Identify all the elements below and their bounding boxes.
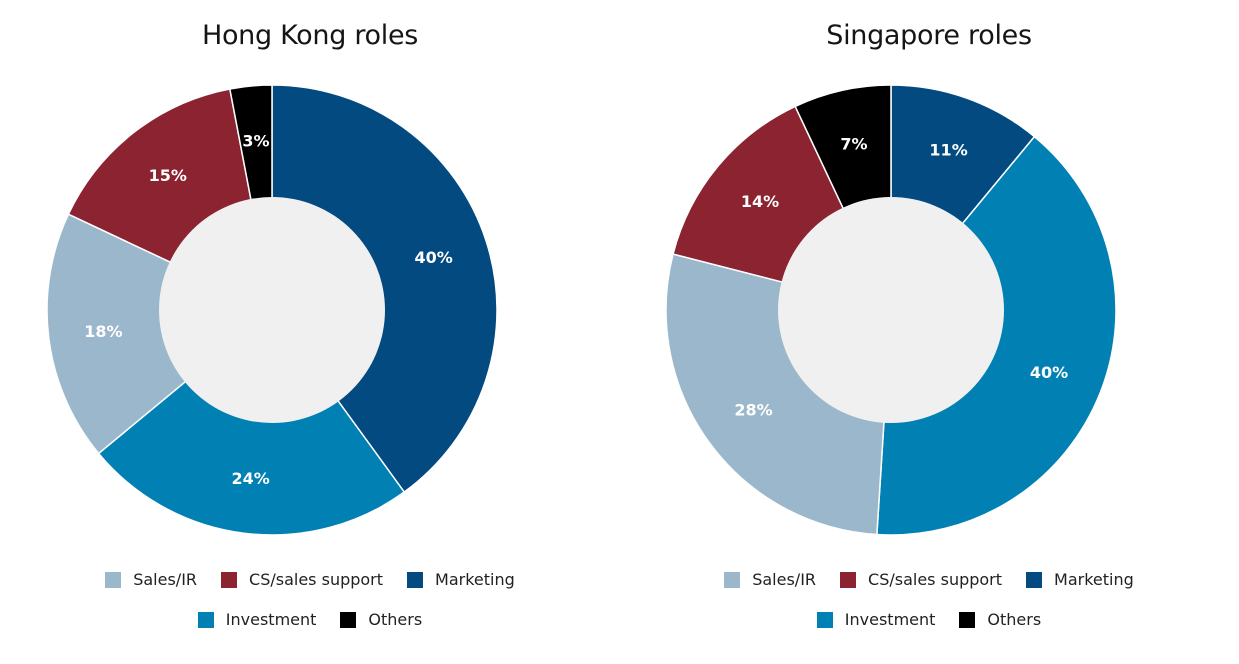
legend-label: Others — [987, 610, 1042, 629]
legend-item-sales-ir: Sales/IR — [105, 570, 197, 589]
legend-item-marketing: Marketing — [1026, 570, 1134, 589]
slice-marketing — [271, 84, 498, 494]
legend-row-1: Sales/IR CS/sales support Marketing — [0, 570, 620, 589]
slice-label-marketing: 11% — [929, 141, 967, 160]
legend-label: Sales/IR — [133, 570, 198, 589]
slice-label-others: 3% — [242, 131, 269, 150]
legend-item-others: Others — [959, 610, 1041, 629]
slice-label-cs-sales-support: 14% — [741, 192, 779, 211]
legend-swatch — [105, 571, 122, 588]
legend-item-cs-sales-support: CS/sales support — [840, 570, 1002, 589]
legend-swatch — [221, 571, 238, 588]
legend-swatch — [724, 571, 741, 588]
legend-swatch — [197, 611, 214, 628]
hong-kong-donut-chart: 40% 24% 18% 15% 3% — [46, 84, 498, 536]
legend-row-2: Investment Others — [0, 610, 620, 629]
singapore-donut-chart: 11% 40% 28% 14% 7% — [665, 84, 1117, 536]
legend-item-investment: Investment — [816, 610, 936, 629]
slice-label-others: 7% — [840, 135, 867, 154]
singapore-chart-panel: Singapore roles 11% 40% 28% 14% 7% Sales/IR C… — [619, 0, 1239, 664]
legend-swatch — [340, 611, 357, 628]
legend-label: Investment — [225, 610, 317, 629]
legend-swatch — [407, 571, 424, 588]
slice-sales-ir — [46, 213, 274, 455]
legend-label: Investment — [844, 610, 936, 629]
legend-label: Others — [368, 610, 423, 629]
slice-label-investment: 40% — [1030, 363, 1068, 382]
legend-item-sales-ir: Sales/IR — [724, 570, 816, 589]
legend-row-2: Investment Others — [619, 610, 1239, 629]
legend-row-1: Sales/IR CS/sales support Marketing — [619, 570, 1239, 589]
legend-label: Marketing — [1054, 570, 1134, 589]
legend-label: CS/sales support — [249, 570, 384, 589]
chart-title: Singapore roles — [826, 20, 1032, 51]
hong-kong-chart-panel: Hong Kong roles 40% 24% 18% 15% 3% Sales/IR C… — [0, 20, 620, 629]
legend-item-others: Others — [340, 610, 422, 629]
legend-item-cs-sales-support: CS/sales support — [221, 570, 383, 589]
slice-label-marketing: 40% — [415, 248, 453, 267]
legend-label: Sales/IR — [752, 570, 817, 589]
legend-item-investment: Investment — [197, 610, 317, 629]
legend-label: CS/sales support — [868, 570, 1003, 589]
legend-label: Marketing — [435, 570, 515, 589]
slice-label-sales-ir: 18% — [84, 322, 122, 341]
slice-label-sales-ir: 28% — [734, 400, 772, 419]
donut-hole — [159, 197, 385, 423]
donut-hole — [778, 197, 1004, 423]
legend-swatch — [1026, 571, 1043, 588]
slice-label-cs-sales-support: 15% — [149, 166, 187, 185]
legend-swatch — [959, 611, 976, 628]
legend-swatch — [816, 611, 833, 628]
slice-label-investment: 24% — [232, 469, 270, 488]
slice-investment — [97, 308, 406, 536]
chart-title: Hong Kong roles — [201, 20, 419, 51]
legend-swatch — [840, 571, 857, 588]
legend-item-marketing: Marketing — [407, 570, 515, 589]
